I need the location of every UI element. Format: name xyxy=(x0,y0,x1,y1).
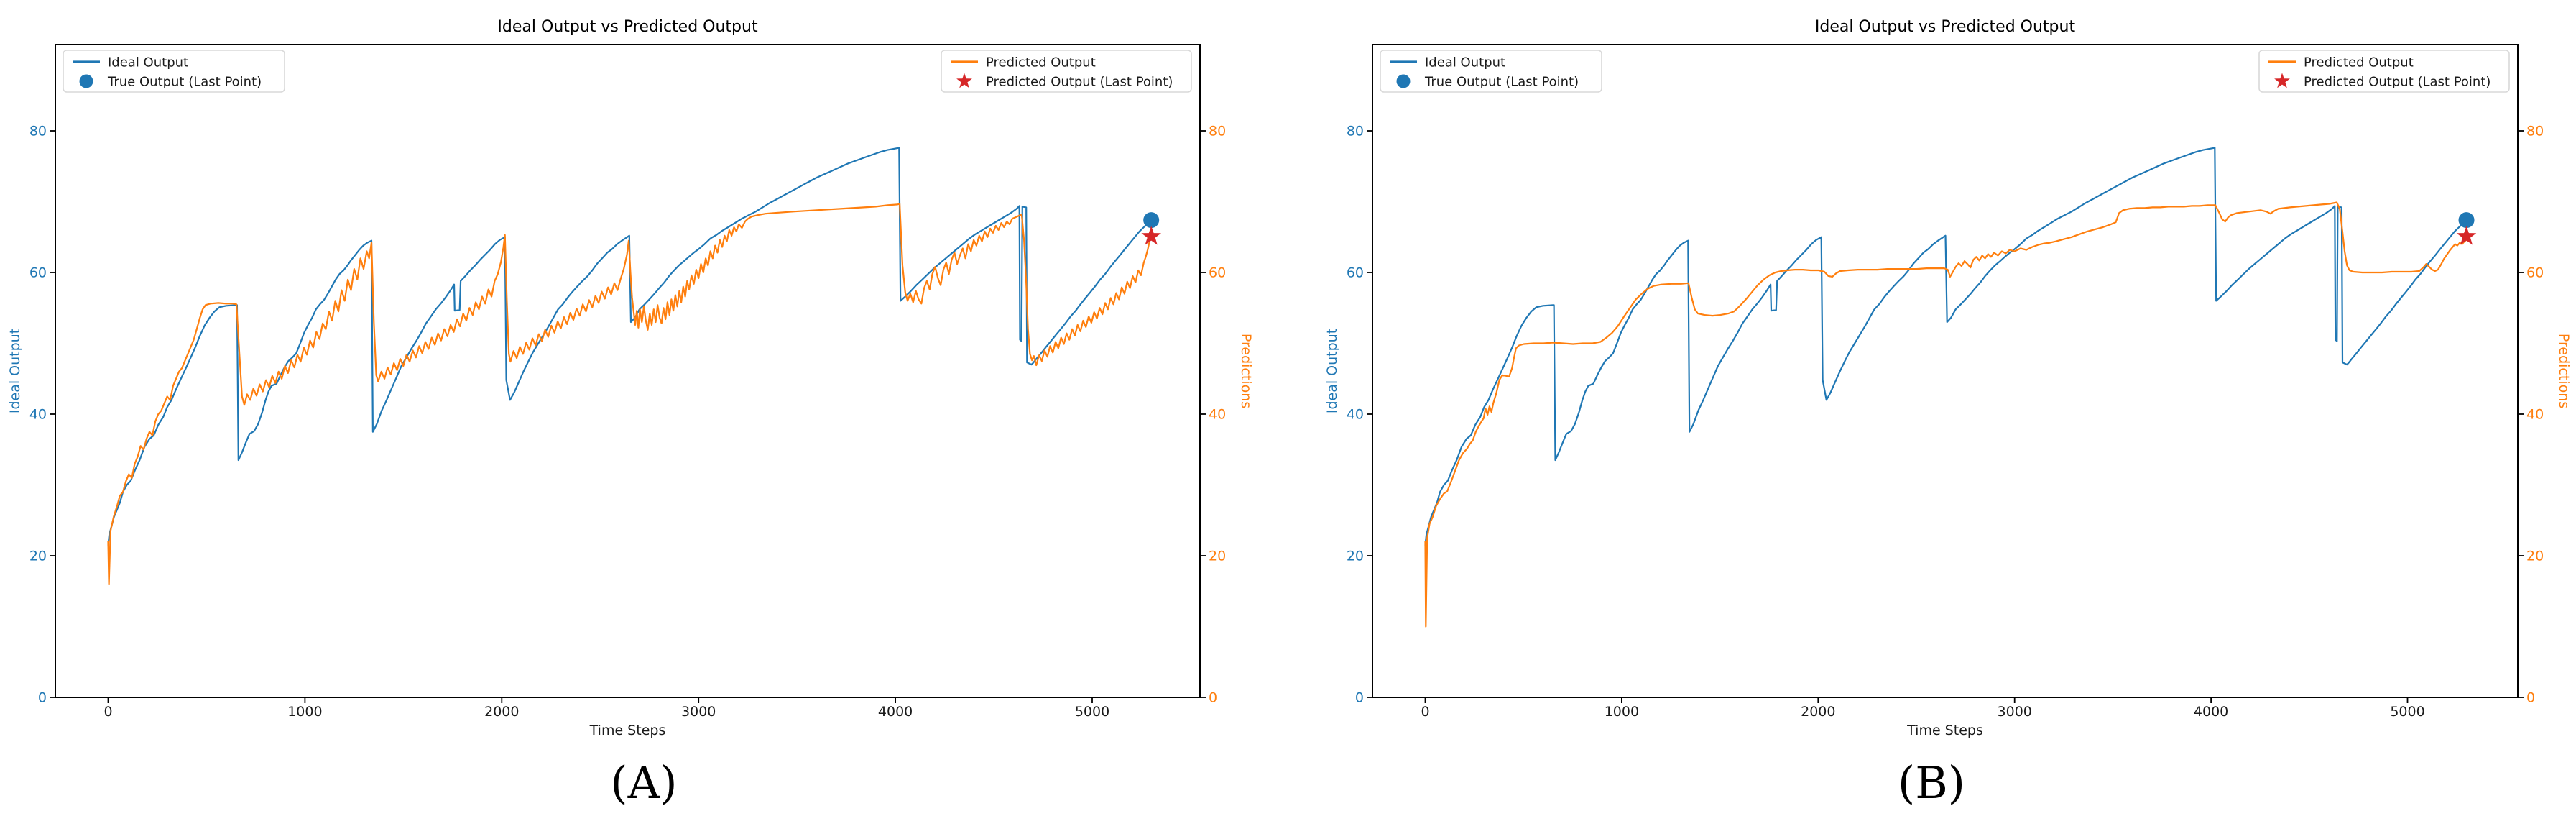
true-output-last-point-marker xyxy=(2458,212,2475,229)
y-tick-label-right: 20 xyxy=(2526,549,2544,564)
true-output-last-point-marker xyxy=(1143,212,1160,229)
legend-label: Predicted Output xyxy=(2304,55,2414,70)
legend-star-marker xyxy=(956,73,972,88)
legend-label: Predicted Output (Last Point) xyxy=(2304,75,2490,90)
y-tick-label-left: 80 xyxy=(1347,124,1364,139)
x-tick-label: 5000 xyxy=(1075,704,1109,720)
legend-star-marker xyxy=(2274,73,2290,88)
legend-box-left xyxy=(63,50,285,93)
x-tick-label: 0 xyxy=(1421,704,1429,720)
x-axis-label: Time Steps xyxy=(1906,723,1983,738)
y-axis-label-right: Predictions xyxy=(2556,334,2572,408)
legend-label: Predicted Output (Last Point) xyxy=(986,75,1173,90)
y-tick-label-left: 80 xyxy=(29,124,47,139)
legend-box-right xyxy=(2258,50,2510,93)
y-tick-label-right: 80 xyxy=(1209,124,1226,139)
ideal-output-line xyxy=(107,147,1153,546)
legend-label: Ideal Output xyxy=(108,55,188,70)
y-tick-label-left: 0 xyxy=(1355,690,1364,706)
predicted-output-last-point-marker xyxy=(1141,226,1161,245)
caption-b: (B) xyxy=(1898,756,1965,809)
y-tick-label-left: 20 xyxy=(1347,549,1364,564)
legend-label: Ideal Output xyxy=(1425,55,1505,70)
predicted-output-line xyxy=(1424,201,2467,628)
caption-a: (A) xyxy=(610,756,678,809)
legend-dot-marker xyxy=(79,74,93,88)
y-tick-label-right: 0 xyxy=(2526,690,2535,706)
x-tick-label: 3000 xyxy=(681,704,716,720)
legend-box-left xyxy=(1380,50,1602,93)
legend-dot-marker xyxy=(1396,74,1411,88)
x-tick-label: 4000 xyxy=(2194,704,2228,720)
y-tick-label-left: 40 xyxy=(29,407,47,423)
y-tick-label-left: 60 xyxy=(1347,265,1364,281)
ideal-output-line xyxy=(1424,147,2467,546)
y-tick-label-right: 60 xyxy=(2526,265,2544,281)
x-axis-label: Time Steps xyxy=(589,723,666,738)
predicted-output-last-point-marker xyxy=(2456,226,2477,245)
y-tick-label-left: 60 xyxy=(29,265,47,281)
y-tick-label-right: 80 xyxy=(2526,124,2544,139)
y-tick-label-right: 0 xyxy=(1209,690,1217,706)
chart-title: Ideal Output vs Predicted Output xyxy=(1815,18,2076,36)
y-tick-label-right: 60 xyxy=(1209,265,1226,281)
legend-label: True Output (Last Point) xyxy=(1424,75,1579,90)
legend-box-right xyxy=(941,50,1192,93)
x-tick-label: 2000 xyxy=(484,704,519,720)
x-tick-label: 2000 xyxy=(1801,704,1835,720)
plot-border xyxy=(55,44,1201,698)
y-tick-label-left: 40 xyxy=(1347,407,1364,423)
y-axis-label-left: Ideal Output xyxy=(7,329,23,413)
x-tick-label: 5000 xyxy=(2390,704,2424,720)
chart-title: Ideal Output vs Predicted Output xyxy=(497,18,758,36)
y-tick-label-left: 0 xyxy=(38,690,47,706)
y-tick-label-right: 20 xyxy=(1209,549,1226,564)
x-tick-label: 1000 xyxy=(1605,704,1639,720)
x-tick-label: 3000 xyxy=(1998,704,2032,720)
y-tick-label-right: 40 xyxy=(1209,407,1226,423)
plot-border xyxy=(1372,44,2519,698)
x-tick-label: 1000 xyxy=(287,704,322,720)
legend-label: True Output (Last Point) xyxy=(107,75,262,90)
y-axis-label-left: Ideal Output xyxy=(1324,329,1340,413)
y-tick-label-left: 20 xyxy=(29,549,47,564)
x-tick-label: 0 xyxy=(103,704,112,720)
y-tick-label-right: 40 xyxy=(2526,407,2544,423)
x-tick-label: 4000 xyxy=(878,704,913,720)
y-axis-label-right: Predictions xyxy=(1238,334,1254,408)
legend-label: Predicted Output xyxy=(986,55,1096,70)
predicted-output-line xyxy=(107,203,1153,585)
